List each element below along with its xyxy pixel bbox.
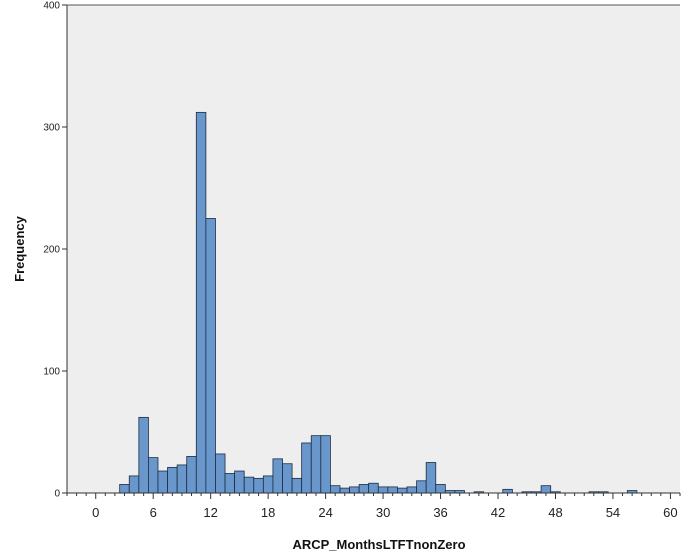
histogram-bar — [291, 477, 303, 494]
y-axis-ticks: 0 100 200 300 400 — [43, 1, 67, 500]
x-tick-label: 42 — [491, 505, 505, 520]
x-tick-label: 24 — [318, 505, 332, 520]
x-tick-label: 12 — [203, 505, 217, 520]
x-tick-label: 36 — [433, 505, 447, 520]
histogram-bar — [157, 470, 168, 494]
histogram-bar — [253, 477, 264, 494]
histogram-bar — [282, 463, 293, 494]
histogram-bar — [310, 435, 322, 494]
histogram-bar — [224, 473, 236, 494]
y-axis-title: Frequency — [12, 215, 27, 282]
histogram-bar — [301, 442, 312, 494]
histogram-bar — [425, 462, 437, 494]
histogram-bar — [329, 485, 341, 494]
x-tick-label: 30 — [376, 505, 390, 520]
x-tick-label: 6 — [150, 505, 157, 520]
histogram-bar — [358, 484, 370, 494]
histogram-bar — [540, 485, 552, 494]
histogram-bar — [320, 435, 331, 494]
histogram-bar — [435, 484, 446, 494]
histogram-bar — [167, 466, 178, 494]
histogram-bar — [368, 482, 379, 494]
histogram-bar — [387, 486, 398, 494]
histogram-bar — [148, 457, 159, 494]
y-tick-label: 300 — [43, 123, 60, 134]
histogram-bar — [339, 487, 350, 494]
histogram-bar — [416, 480, 427, 494]
histogram-bar — [128, 475, 140, 494]
histogram-bar — [186, 455, 197, 494]
x-axis-title: ARCP_MonthsLTFTnonZero — [292, 537, 465, 552]
plot-area — [67, 5, 680, 493]
histogram-bar — [243, 476, 255, 494]
x-tick-label: 54 — [606, 505, 620, 520]
histogram-bar — [215, 453, 226, 494]
x-axis-ticks: 0 6 12 18 24 30 36 42 48 54 60 — [66, 493, 681, 520]
y-tick-label: 200 — [43, 245, 60, 256]
x-tick-label: 48 — [548, 505, 562, 520]
histogram-bar — [397, 487, 408, 494]
histogram-bar — [234, 470, 245, 494]
histogram-bar — [262, 475, 274, 494]
x-tick-label: 18 — [261, 505, 275, 520]
y-tick-label: 400 — [43, 1, 60, 12]
x-tick-label: 60 — [663, 505, 677, 520]
histogram-bar — [195, 111, 207, 494]
histogram-bar — [205, 218, 216, 494]
histogram-bar — [176, 464, 188, 494]
bars-group — [119, 111, 638, 494]
histogram-bar — [377, 486, 389, 494]
histogram-bar — [406, 486, 417, 494]
histogram-bar — [502, 488, 513, 494]
histogram-bar — [138, 416, 149, 494]
histogram-bar — [119, 484, 130, 494]
histogram-bar — [272, 458, 283, 494]
x-tick-label: 0 — [92, 505, 99, 520]
histogram-bar — [349, 486, 360, 494]
y-tick-label: 100 — [43, 367, 60, 378]
y-tick-label: 0 — [54, 489, 60, 500]
